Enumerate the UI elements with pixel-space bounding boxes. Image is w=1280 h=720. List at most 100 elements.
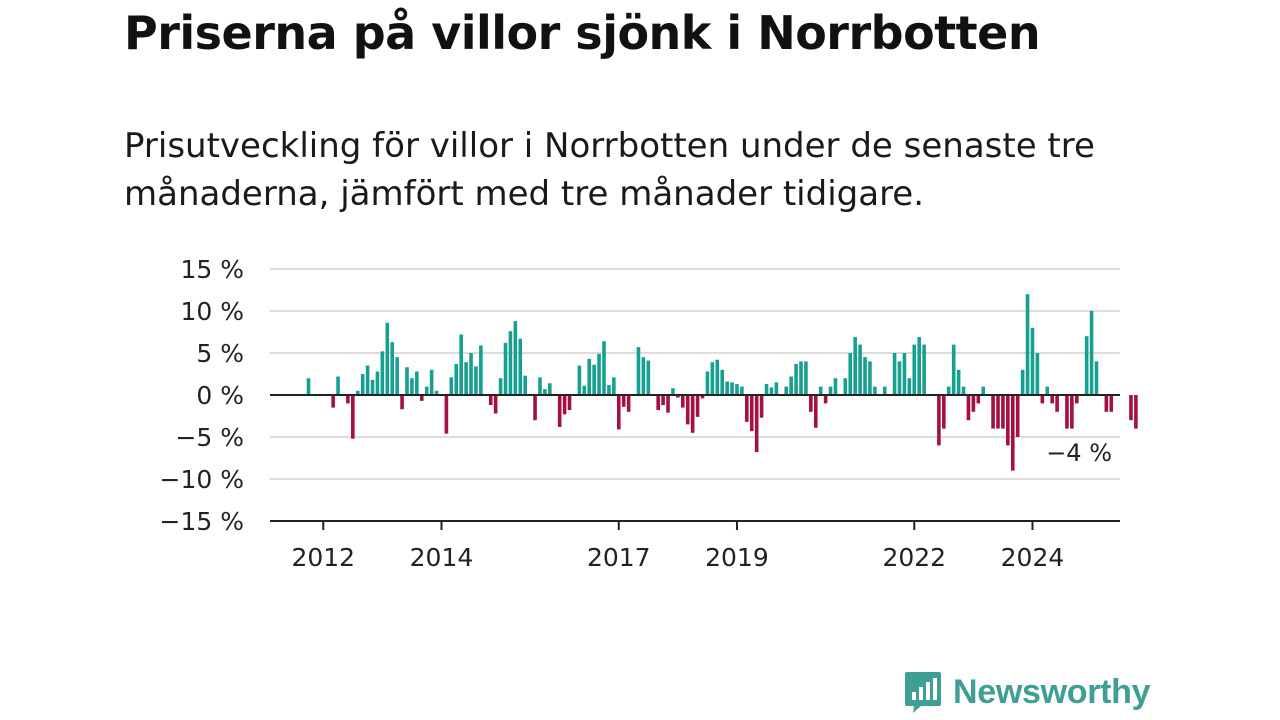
bar xyxy=(464,362,468,395)
bar xyxy=(355,390,360,395)
bar xyxy=(789,376,793,395)
bar xyxy=(493,395,498,414)
bar xyxy=(336,376,340,395)
bar xyxy=(656,395,660,411)
bar xyxy=(863,357,867,395)
grid-lines xyxy=(270,268,1120,480)
bar xyxy=(513,321,518,395)
bar xyxy=(676,395,680,398)
bar xyxy=(833,378,838,395)
bar xyxy=(365,365,370,395)
bar xyxy=(705,371,710,395)
bar xyxy=(331,395,335,408)
x-tick-label: 2012 xyxy=(291,543,355,572)
bar xyxy=(641,357,646,395)
bar xyxy=(873,386,877,395)
bar xyxy=(946,386,951,395)
bar xyxy=(346,395,350,404)
bar xyxy=(503,342,508,395)
bar xyxy=(730,382,734,395)
bar xyxy=(508,331,513,395)
bar xyxy=(784,386,789,395)
brand-name: Newsworthy xyxy=(953,672,1151,711)
bar xyxy=(735,384,739,395)
bar xyxy=(695,395,700,417)
bar xyxy=(740,386,744,395)
bar xyxy=(666,395,670,413)
bar xyxy=(981,386,986,395)
bar xyxy=(454,363,459,395)
bar xyxy=(794,363,798,395)
bar xyxy=(1134,395,1138,429)
bar xyxy=(868,361,872,395)
bar xyxy=(759,395,764,418)
bar xyxy=(892,353,897,395)
bar xyxy=(375,371,380,395)
x-axis-labels: 2012 2014 2017 2019 2022 2024 xyxy=(291,521,1064,572)
bar xyxy=(621,395,626,407)
bar xyxy=(459,334,463,395)
bar xyxy=(1089,311,1094,395)
bar xyxy=(823,395,828,404)
bar xyxy=(1065,395,1069,429)
bar xyxy=(424,386,429,395)
y-axis-labels: 15 % 10 % 5 % 0 % −5 % −10 % −15 % xyxy=(160,255,244,536)
bar xyxy=(636,347,641,395)
bar xyxy=(754,395,759,453)
bar xyxy=(479,345,483,395)
bar xyxy=(498,378,503,395)
axes xyxy=(270,394,1120,522)
bar xyxy=(405,367,409,395)
bar xyxy=(306,378,311,395)
bar xyxy=(410,378,414,395)
bar xyxy=(567,395,572,411)
bar xyxy=(1094,361,1099,395)
bar xyxy=(902,353,907,395)
bar xyxy=(956,369,961,395)
bar xyxy=(858,344,862,395)
bar xyxy=(1104,395,1109,412)
bar xyxy=(897,361,902,395)
bar xyxy=(548,383,552,395)
bar xyxy=(400,395,404,410)
bar xyxy=(937,395,941,446)
bar xyxy=(444,395,449,434)
y-tick-label: −15 % xyxy=(160,507,244,536)
bar xyxy=(469,353,473,395)
bar xyxy=(774,382,779,395)
bar xyxy=(700,395,705,399)
bar xyxy=(749,395,754,432)
bar xyxy=(562,395,567,415)
bar xyxy=(1030,327,1035,395)
y-tick-label: −5 % xyxy=(175,423,244,452)
bar xyxy=(523,375,527,395)
bar xyxy=(690,395,695,433)
bar xyxy=(602,341,606,395)
bar xyxy=(681,395,685,408)
bar xyxy=(809,395,813,412)
bar xyxy=(1075,395,1079,404)
bar xyxy=(907,378,912,395)
bar xyxy=(922,344,926,395)
bar xyxy=(799,361,803,395)
bar xyxy=(429,369,434,395)
bar xyxy=(725,381,729,395)
bar-chart: 15 %10 %5 %0 %−5 %−10 %−15 % 2012 2014 201… xyxy=(160,255,1138,572)
bar xyxy=(557,395,562,427)
bar xyxy=(912,344,917,395)
newsworthy-brand: Newsworthy xyxy=(903,670,1151,714)
bar xyxy=(976,395,981,404)
bar xyxy=(626,395,631,412)
bar xyxy=(685,395,690,425)
bar xyxy=(597,353,601,395)
bar xyxy=(818,386,823,395)
bar xyxy=(769,387,774,395)
bar xyxy=(616,395,621,430)
bar xyxy=(1040,395,1045,404)
bar xyxy=(1055,395,1059,412)
bar xyxy=(607,384,611,395)
bar xyxy=(538,377,542,395)
y-tick-label: 0 % xyxy=(196,381,244,410)
bars xyxy=(306,294,1138,471)
bar xyxy=(543,389,547,395)
